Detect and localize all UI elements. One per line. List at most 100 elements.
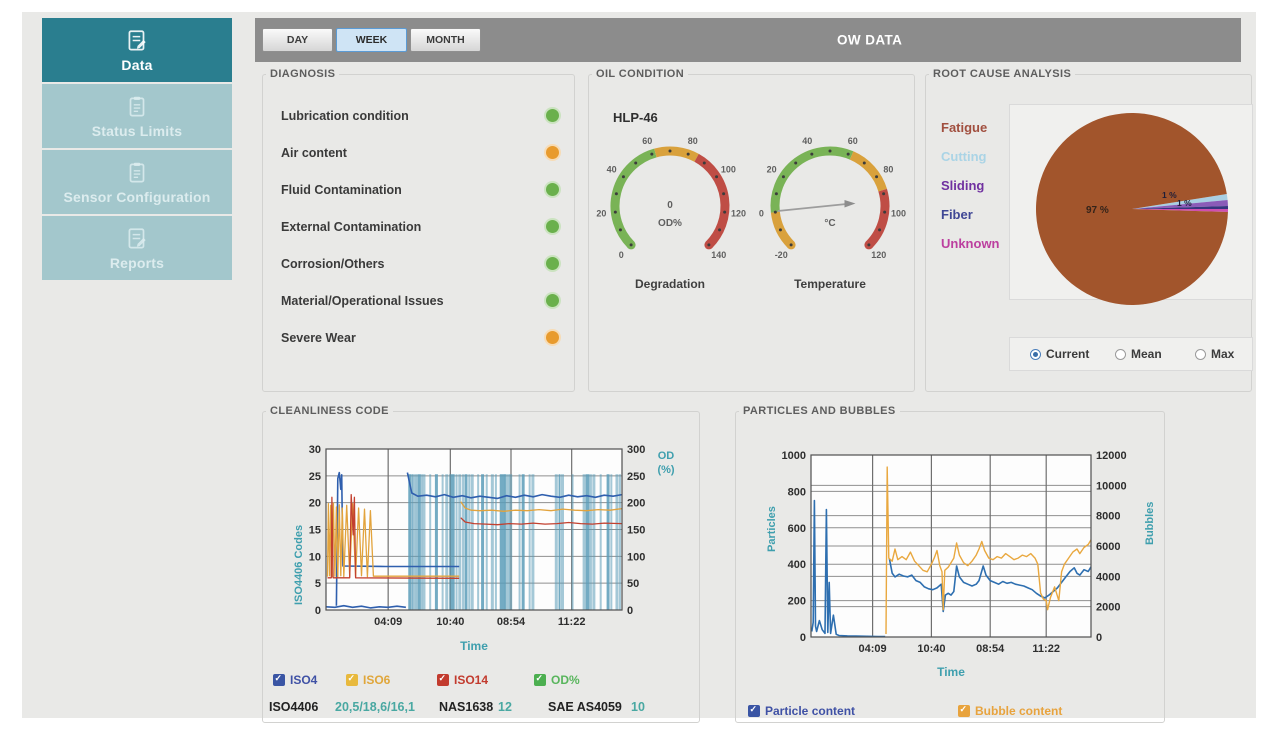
degradation-gauge-dial: 0 20 40 60 80 100 120 140 0 OD% — [596, 136, 746, 260]
pie-chart-box: 97 % 1 % 1 % — [1009, 104, 1253, 305]
svg-text:800: 800 — [788, 486, 806, 498]
svg-text:600: 600 — [788, 523, 806, 535]
svg-text:60: 60 — [642, 136, 652, 146]
svg-text:100: 100 — [891, 209, 906, 219]
root-cause-panel: ROOT CAUSE ANALYSIS Fatigue Cutting Slid… — [925, 68, 1253, 392]
checkbox-icon — [346, 673, 358, 686]
svg-text:10: 10 — [309, 551, 321, 563]
svg-text:0: 0 — [1096, 632, 1102, 644]
svg-text:25: 25 — [309, 471, 321, 483]
sidebar-item-label: Data — [121, 56, 153, 73]
clipboard-icon — [124, 94, 150, 120]
svg-text:1 %: 1 % — [1162, 190, 1177, 200]
svg-text:200: 200 — [627, 498, 645, 510]
temperature-gauge: -20 0 20 40 60 80 100 120 °C Temperature — [755, 128, 906, 291]
particles-title: PARTICLES AND BUBBLES — [743, 405, 896, 417]
radio-max[interactable]: Max — [1195, 347, 1234, 361]
svg-text:04:09: 04:09 — [374, 616, 402, 628]
sidebar-item-sensor-configuration[interactable]: Sensor Configuration — [42, 150, 232, 214]
svg-text:0: 0 — [667, 200, 673, 211]
oil-condition-panel: OIL CONDITION HLP-46 0 20 40 60 80 100 120 140 0… — [588, 68, 915, 392]
oil-condition-title: OIL CONDITION — [596, 68, 685, 80]
legend-iso6[interactable]: ISO6 — [346, 673, 390, 687]
svg-text:20: 20 — [309, 498, 321, 510]
svg-text:0: 0 — [800, 632, 806, 644]
root-cause-title: ROOT CAUSE ANALYSIS — [933, 68, 1072, 80]
sidebar-item-data[interactable]: Data — [42, 18, 232, 82]
svg-text:08:54: 08:54 — [497, 616, 526, 628]
code-nas1638-value: 12 — [498, 700, 512, 714]
svg-text:0: 0 — [759, 209, 764, 219]
code-sae-value: 10 — [631, 700, 645, 714]
legend-particle-content[interactable]: Particle content — [748, 704, 855, 718]
svg-text:10:40: 10:40 — [917, 643, 945, 655]
radio-circle-icon — [1115, 348, 1126, 360]
week-button[interactable]: WEEK — [336, 28, 407, 52]
svg-text:6000: 6000 — [1096, 541, 1120, 553]
sidebar-item-label: Reports — [109, 254, 165, 271]
svg-text:400: 400 — [788, 559, 806, 571]
sidebar-item-reports[interactable]: Reports — [42, 216, 232, 280]
svg-text:04:09: 04:09 — [859, 643, 887, 655]
svg-text:30: 30 — [309, 444, 321, 456]
checkbox-icon — [437, 673, 449, 686]
svg-text:0: 0 — [619, 250, 624, 260]
diagnosis-title: DIAGNOSIS — [270, 68, 336, 80]
svg-text:2000: 2000 — [1096, 602, 1120, 614]
code-sae-label: SAE AS4059 — [548, 700, 622, 714]
svg-text:97 %: 97 % — [1086, 205, 1109, 216]
legend-od[interactable]: OD% — [534, 673, 580, 687]
diagnosis-row: Fluid Contamination — [281, 181, 567, 201]
svg-text:5: 5 — [315, 578, 321, 590]
svg-text:4000: 4000 — [1096, 571, 1120, 583]
svg-text:1000: 1000 — [782, 450, 806, 462]
month-button[interactable]: MONTH — [410, 28, 481, 52]
top-bar: DAY WEEK MONTH OW DATA — [255, 18, 1241, 62]
code-iso4406-label: ISO4406 — [269, 700, 319, 714]
svg-text:-20: -20 — [775, 250, 788, 260]
clipboard-icon — [124, 160, 150, 186]
svg-text:8000: 8000 — [1096, 511, 1120, 523]
day-button[interactable]: DAY — [262, 28, 333, 52]
legend-iso14[interactable]: ISO14 — [437, 673, 488, 687]
radio-circle-icon — [1030, 348, 1041, 360]
checkbox-icon — [273, 673, 285, 686]
root-cause-pie-chart: 97 % 1 %1 % — [1036, 112, 1228, 305]
sidebar-item-status-limits[interactable]: Status Limits — [42, 84, 232, 148]
svg-text:°C: °C — [824, 218, 835, 229]
cleanliness-title: CLEANLINESS CODE — [270, 405, 389, 417]
checkbox-icon — [748, 704, 760, 717]
status-dot — [544, 218, 561, 235]
oil-type-label: HLP-46 — [613, 110, 658, 125]
radio-current[interactable]: Current — [1030, 347, 1089, 361]
svg-text:120: 120 — [731, 209, 746, 219]
x-axis-label: Time — [460, 639, 488, 653]
svg-text:20: 20 — [767, 164, 777, 174]
page-title: OW DATA — [837, 32, 903, 48]
diagnosis-row: Corrosion/Others — [281, 255, 567, 275]
legend-bubble-content[interactable]: Bubble content — [958, 704, 1062, 718]
checkbox-icon — [958, 704, 970, 717]
status-dot — [544, 255, 561, 272]
svg-text:11:22: 11:22 — [558, 616, 586, 628]
legend-iso4[interactable]: ISO4 — [273, 673, 317, 687]
radio-mean[interactable]: Mean — [1115, 347, 1162, 361]
svg-text:1 %: 1 % — [1177, 198, 1192, 208]
svg-text:10000: 10000 — [1096, 480, 1127, 492]
particles-legend: Particle content Bubble content — [736, 704, 1166, 720]
svg-text:OD%: OD% — [658, 218, 682, 229]
sidebar: Data Status Limits Sensor Configuration … — [42, 18, 232, 282]
svg-text:200: 200 — [788, 596, 806, 608]
diagnosis-row: External Contamination — [281, 218, 567, 238]
legend-cutting: Cutting — [941, 149, 987, 164]
status-dot — [544, 292, 561, 309]
aggregation-selector: Current Mean Max — [1009, 337, 1253, 371]
particles-panel: PARTICLES AND BUBBLES Particles Bubbles … — [735, 405, 1165, 723]
svg-text:150: 150 — [627, 525, 645, 537]
code-iso4406-value: 20,5/18,6/16,1 — [335, 700, 415, 714]
svg-text:300: 300 — [627, 444, 645, 456]
x-axis-label: Time — [937, 665, 965, 679]
svg-text:40: 40 — [607, 164, 617, 174]
svg-text:11:22: 11:22 — [1032, 643, 1060, 655]
document-edit-icon — [124, 28, 150, 54]
